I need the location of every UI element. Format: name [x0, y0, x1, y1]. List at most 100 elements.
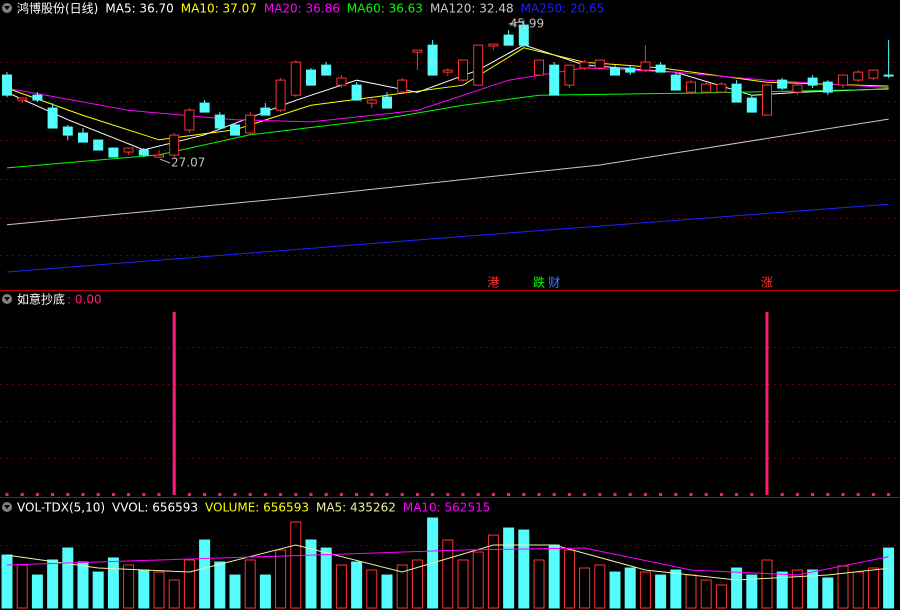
signal-dot	[81, 493, 85, 496]
volume-bar	[62, 547, 74, 609]
signal-dot	[689, 493, 693, 496]
candle-body	[154, 154, 164, 158]
volume-bar	[670, 569, 682, 609]
volume-bar	[624, 567, 636, 609]
candle-body	[169, 134, 180, 156]
signal-dot	[51, 493, 55, 496]
signal-dot	[887, 493, 891, 496]
signal-dot	[446, 493, 450, 496]
volume-bar	[305, 539, 317, 609]
volume-bar	[290, 521, 302, 609]
candle-body	[746, 97, 757, 113]
volume-bar	[442, 539, 454, 609]
event-marker: 港	[487, 276, 499, 290]
volume-bar	[335, 564, 347, 609]
candle-body	[412, 49, 423, 53]
legend-entry: MA60: 36.63	[347, 2, 423, 16]
volume-bar	[381, 574, 393, 609]
legend-entry: MA5: 36.70	[105, 2, 173, 16]
signal-dot	[659, 493, 663, 496]
volume-bar	[31, 574, 43, 609]
candle-body	[868, 69, 879, 79]
signal-dot	[415, 493, 419, 496]
candle-body	[321, 64, 332, 76]
signal-dot	[279, 493, 283, 496]
signal-dot	[355, 493, 359, 496]
signal-dot	[309, 493, 313, 496]
candle-body	[534, 59, 544, 76]
volume-bar	[487, 534, 499, 609]
candle-body	[2, 74, 12, 96]
volume-bar	[639, 571, 651, 609]
candle-body	[762, 84, 772, 116]
volume-bar	[320, 547, 332, 609]
candle-body	[518, 24, 529, 46]
volume-bar	[411, 559, 423, 609]
signal-dot	[127, 493, 131, 496]
candle-body	[382, 96, 392, 109]
signal-dot	[537, 493, 541, 496]
volume-bar	[366, 569, 378, 609]
candle-body	[62, 126, 73, 136]
volume-bar	[153, 571, 165, 609]
volume-ma-line	[6, 544, 889, 581]
candle-body	[731, 83, 742, 103]
volume-bar	[579, 567, 591, 609]
legend-entry: MA10: 562515	[403, 501, 491, 515]
candle-body	[123, 147, 134, 153]
frame	[0, 62, 900, 546]
candle-body	[610, 67, 620, 76]
signal-dot	[598, 493, 602, 496]
ma-line	[6, 118, 889, 226]
signal-dot	[856, 493, 860, 496]
annotation-arrow	[508, 20, 525, 25]
signal-dot	[142, 493, 146, 496]
signal-dot	[750, 493, 754, 496]
volume-bar	[867, 567, 879, 609]
signal-dot	[628, 493, 632, 496]
candle-body	[47, 107, 58, 129]
candle-body	[397, 79, 408, 93]
signal-dot	[704, 493, 708, 496]
candle-body	[488, 43, 499, 47]
volume-bar	[609, 571, 621, 609]
candle-body	[579, 61, 590, 69]
candle-body	[503, 34, 514, 46]
candle-body	[701, 83, 712, 93]
candle-body	[655, 64, 666, 73]
volume-bar	[229, 574, 241, 609]
volume-bar	[259, 574, 271, 609]
signal-dot	[719, 493, 723, 496]
signal-dot	[157, 493, 161, 496]
candle-body	[260, 107, 271, 116]
legend-entry: : 0.00	[67, 293, 102, 307]
signal-dot	[370, 493, 374, 496]
volume-bar	[685, 574, 697, 609]
legend-entry: MA250: 20.65	[521, 2, 605, 16]
candle-body	[473, 44, 484, 86]
candle-body	[351, 84, 362, 101]
signal-dot	[476, 493, 480, 496]
signal-dot	[339, 493, 343, 496]
volume-bar	[16, 564, 28, 609]
candle-body	[214, 114, 225, 129]
volume-bar	[275, 549, 287, 609]
signal-dot	[826, 493, 830, 496]
annotation-arrow	[159, 158, 171, 164]
signal-dot	[811, 493, 815, 496]
volume-bar	[791, 569, 803, 609]
event-marker: 涨	[761, 275, 773, 290]
volume-bar	[396, 564, 408, 609]
annotation-label: 45.99	[510, 17, 544, 31]
candle-body	[230, 124, 240, 136]
panel-title: 如意抄底	[17, 292, 65, 307]
signal-dot	[263, 493, 267, 496]
legend-entry: MA120: 32.48	[430, 2, 514, 16]
volume-bar	[199, 539, 211, 609]
candle-body	[78, 132, 88, 143]
volume-bar	[761, 559, 773, 609]
candle-body	[17, 97, 28, 101]
candle-body	[625, 67, 636, 73]
volume-bar	[183, 559, 195, 609]
